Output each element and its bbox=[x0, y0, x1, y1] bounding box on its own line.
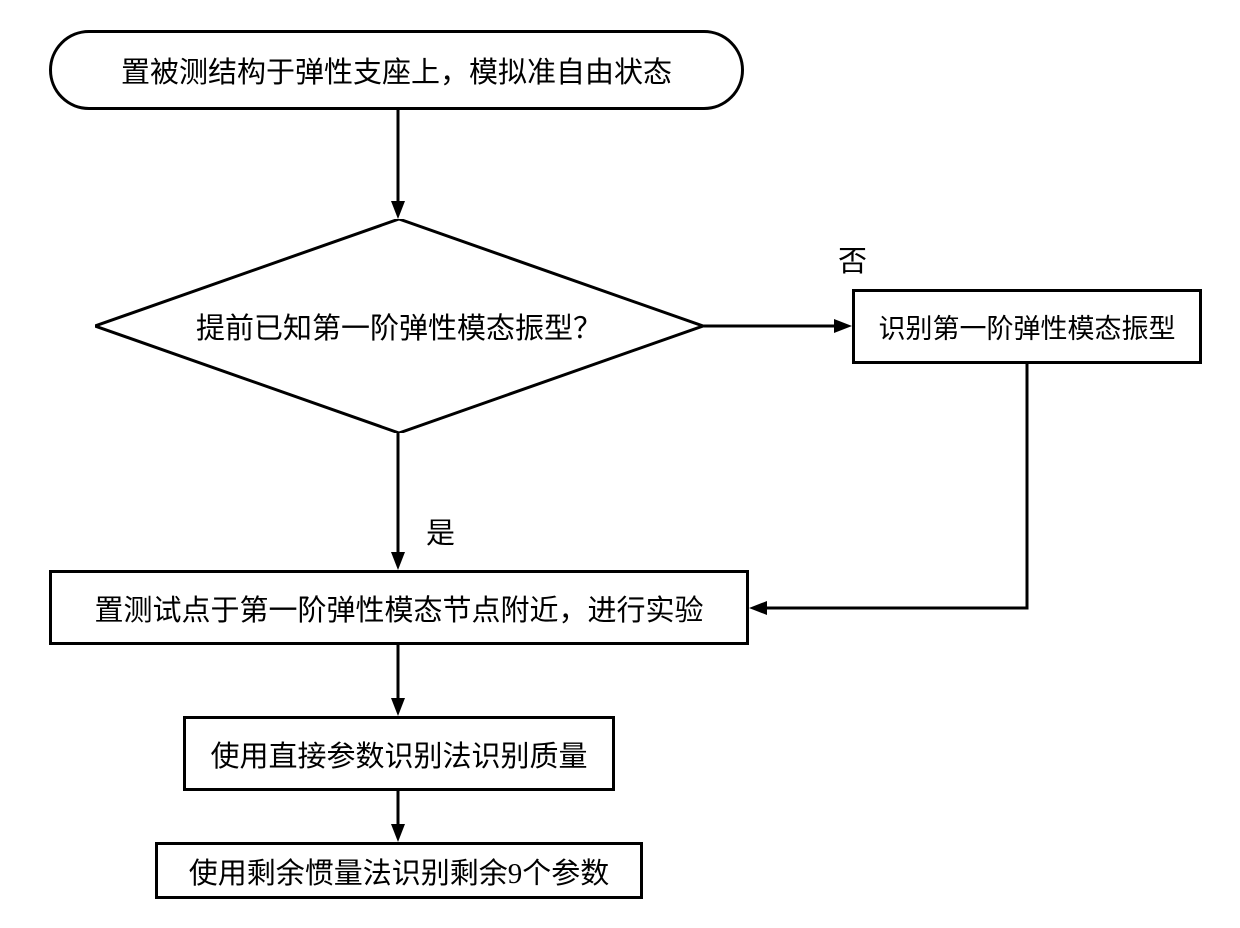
flow-node-direct-param: 使用直接参数识别法识别质量 bbox=[183, 716, 615, 791]
flow-node-identify-mode-label: 识别第一阶弹性模态振型 bbox=[879, 307, 1176, 346]
flow-node-identify-mode: 识别第一阶弹性模态振型 bbox=[852, 289, 1202, 364]
flow-node-start-label: 置被测结构于弹性支座上，模拟准自由状态 bbox=[121, 49, 672, 91]
edge-label-yes: 是 bbox=[426, 510, 455, 552]
edge-label-no-text: 否 bbox=[838, 246, 867, 278]
flow-node-decision-label: 提前已知第一阶弹性模态振型？ bbox=[196, 305, 602, 347]
flow-node-experiment: 置测试点于第一阶弹性模态节点附近，进行实验 bbox=[49, 570, 749, 645]
edge-label-no: 否 bbox=[838, 238, 867, 280]
edge-label-yes-text: 是 bbox=[426, 518, 455, 550]
flow-node-residual: 使用剩余惯量法识别剩余9个参数 bbox=[155, 842, 643, 899]
flow-node-decision: 提前已知第一阶弹性模态振型？ bbox=[95, 219, 703, 433]
flow-node-direct-param-label: 使用直接参数识别法识别质量 bbox=[210, 733, 587, 775]
flow-node-residual-label: 使用剩余惯量法识别剩余9个参数 bbox=[189, 850, 610, 892]
flow-node-start: 置被测结构于弹性支座上，模拟准自由状态 bbox=[49, 30, 744, 110]
flow-node-experiment-label: 置测试点于第一阶弹性模态节点附近，进行实验 bbox=[94, 587, 703, 629]
